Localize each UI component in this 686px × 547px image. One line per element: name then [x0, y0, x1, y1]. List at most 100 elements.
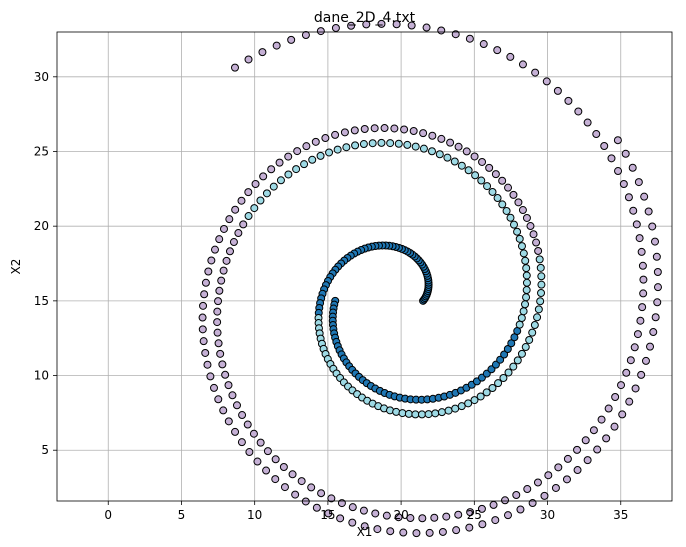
data-point: [214, 339, 223, 348]
data-point: [628, 163, 637, 172]
data-point: [454, 142, 463, 151]
data-point: [284, 170, 293, 179]
data-point: [348, 518, 357, 527]
data-point: [311, 137, 320, 146]
data-point: [602, 434, 611, 443]
data-point: [509, 362, 518, 371]
data-point: [348, 503, 357, 512]
data-point: [228, 391, 237, 400]
data-point: [488, 384, 497, 392]
data-point: [443, 153, 452, 162]
data-point: [225, 247, 234, 256]
data-point: [521, 256, 530, 265]
data-point: [630, 343, 639, 352]
data-point: [216, 349, 225, 358]
data-point: [464, 399, 473, 408]
data-point: [411, 142, 420, 151]
data-point: [218, 360, 227, 369]
data-point: [201, 278, 210, 287]
data-point: [479, 40, 488, 49]
data-point: [418, 514, 427, 523]
data-point: [529, 230, 538, 239]
data-point: [438, 527, 447, 536]
data-point: [201, 348, 210, 357]
data-point: [499, 374, 508, 382]
x-tick-label: 20: [393, 508, 408, 522]
data-point: [517, 242, 526, 251]
data-point: [437, 408, 446, 417]
data-point: [340, 128, 349, 137]
data-point: [476, 392, 485, 401]
data-point: [478, 157, 487, 166]
chart-title: dane_2D_4.txt: [314, 10, 416, 26]
data-point: [409, 127, 418, 136]
x-tick-label: 10: [247, 508, 262, 522]
data-point: [604, 404, 613, 413]
data-point: [359, 140, 368, 149]
data-point: [390, 124, 399, 133]
data-point: [478, 520, 487, 529]
data-point: [250, 204, 259, 213]
data-point: [509, 220, 518, 229]
data-point: [307, 483, 316, 492]
data-point: [498, 200, 507, 209]
data-point: [518, 206, 527, 215]
data-point: [521, 300, 530, 309]
data-point: [422, 23, 431, 32]
data-point: [530, 321, 539, 330]
data-point: [493, 46, 502, 55]
data-point: [206, 372, 215, 381]
y-tick-label: 10: [34, 369, 49, 383]
data-point: [342, 143, 351, 152]
data-point: [399, 528, 408, 537]
data-point: [403, 140, 412, 149]
data-point: [491, 360, 500, 369]
data-point: [500, 350, 509, 359]
data-point: [407, 21, 416, 30]
data-point: [519, 249, 528, 258]
data-point: [244, 212, 253, 221]
data-point: [437, 134, 446, 143]
data-point: [621, 149, 630, 158]
data-point: [518, 60, 527, 69]
data-point: [297, 477, 306, 486]
data-point: [494, 379, 503, 388]
data-point: [198, 325, 207, 334]
data-point: [350, 126, 359, 135]
data-point: [650, 237, 659, 246]
data-point: [244, 55, 253, 64]
data-point: [213, 328, 222, 337]
data-point: [256, 196, 265, 205]
data-point: [625, 397, 634, 406]
data-point: [210, 383, 218, 392]
data-point: [214, 395, 223, 404]
data-point: [493, 194, 502, 203]
data-point: [514, 198, 523, 207]
data-point: [237, 196, 246, 205]
data-point: [451, 30, 460, 39]
data-point: [626, 356, 635, 365]
data-point: [203, 360, 212, 369]
data-point: [380, 124, 389, 133]
data-point: [404, 409, 413, 418]
data-point: [213, 318, 222, 327]
data-point: [638, 261, 647, 270]
data-point: [292, 165, 301, 174]
data-point: [653, 283, 662, 292]
data-point: [633, 330, 642, 339]
grid: [57, 32, 672, 501]
data-point: [327, 494, 336, 503]
data-point: [465, 523, 474, 532]
data-point: [610, 422, 619, 431]
data-point: [251, 180, 260, 188]
data-point: [525, 335, 534, 344]
data-point: [515, 320, 524, 329]
data-point: [362, 20, 371, 29]
data-point: [224, 381, 233, 390]
data-point: [611, 393, 620, 402]
data-point: [537, 289, 546, 298]
data-point: [291, 490, 300, 499]
data-point: [258, 48, 267, 57]
data-point: [503, 511, 512, 520]
data-point: [485, 163, 494, 172]
